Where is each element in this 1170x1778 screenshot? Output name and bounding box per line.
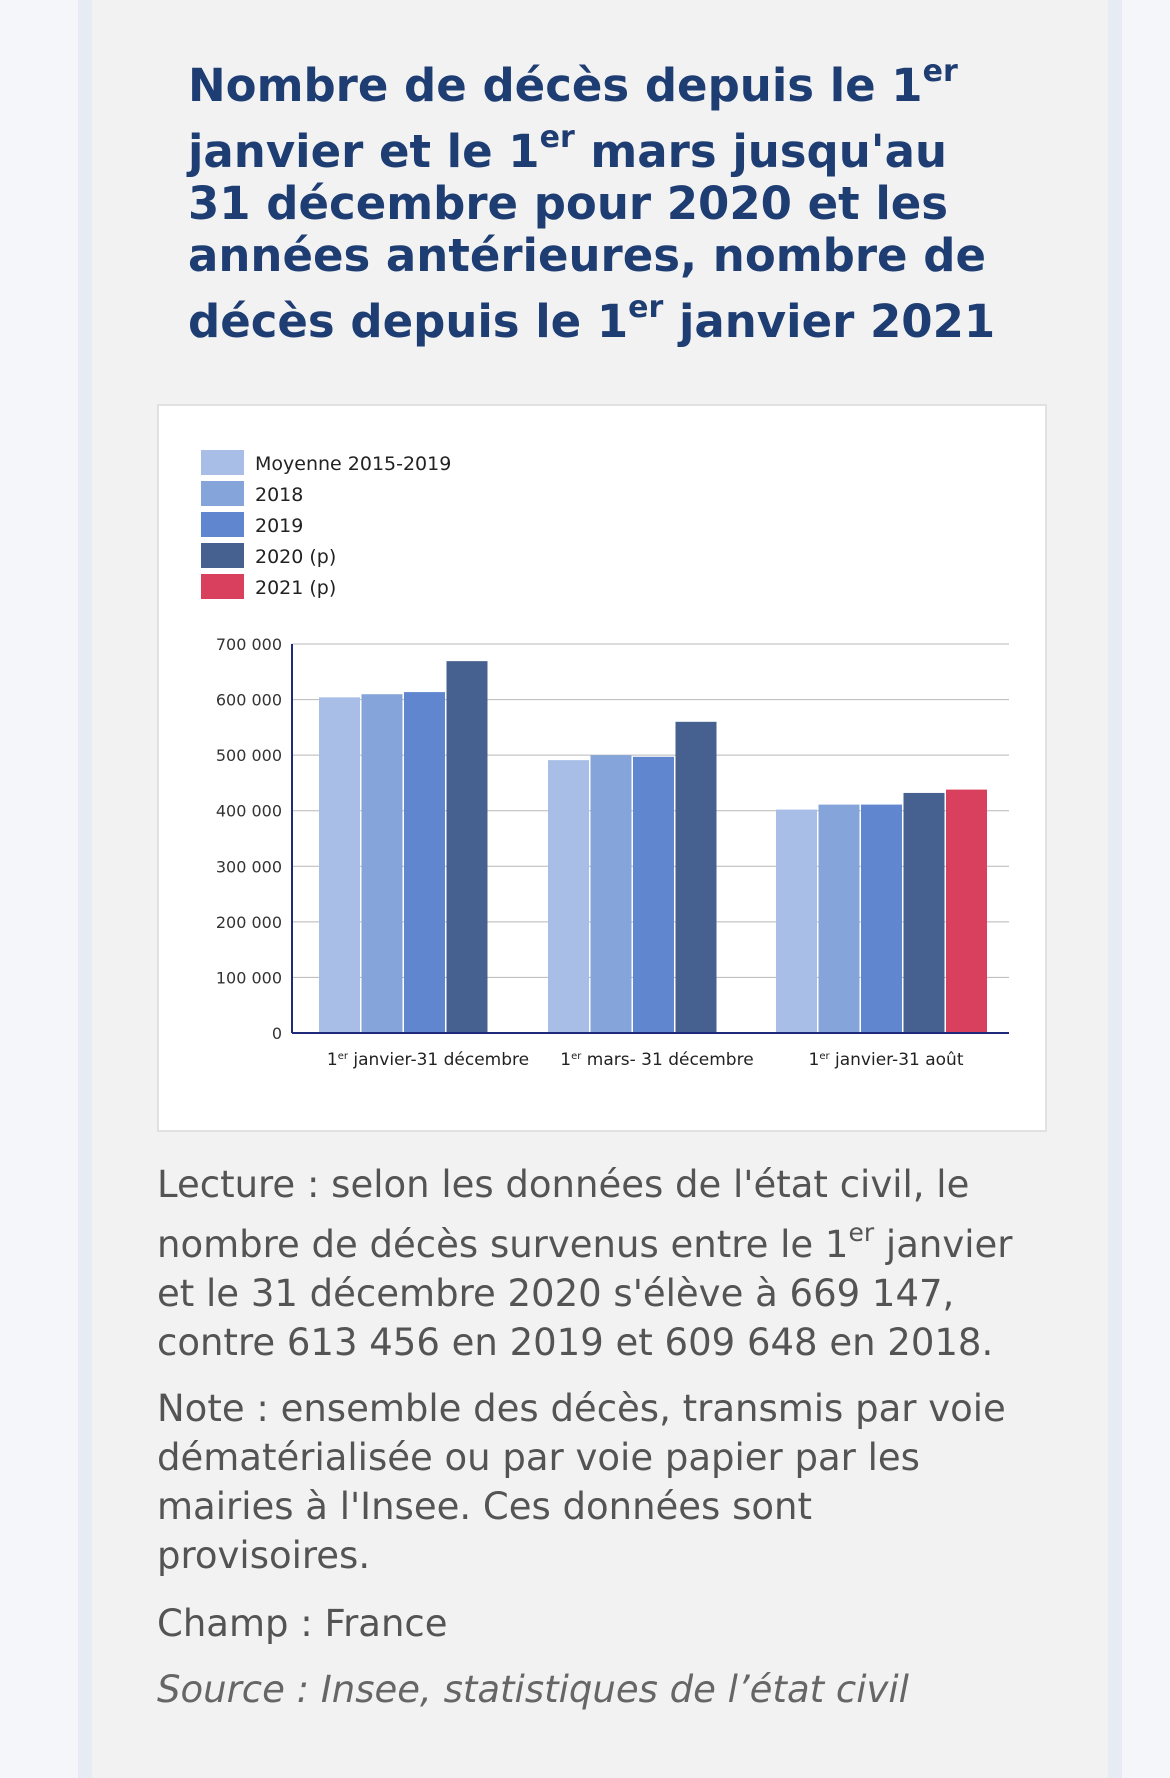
legend-swatch [201, 574, 244, 599]
bar [946, 789, 987, 1033]
y-tick-label: 600 000 [216, 691, 282, 710]
legend-swatch [201, 543, 244, 568]
champ-text: Champ : France [157, 1599, 1057, 1648]
lecture-line: Lecture : selon les données de l'état ci… [157, 1163, 970, 1206]
note-paragraph: Note : ensemble des décès, transmis par … [157, 1384, 1057, 1580]
legend-label: 2018 [255, 484, 303, 506]
right-border-band [1108, 0, 1122, 1778]
note-line: dématérialisée ou par voie papier par le… [157, 1436, 920, 1479]
y-tick-label: 500 000 [216, 746, 282, 765]
source-text: Source : Insee, statistiques de l’état c… [157, 1665, 1057, 1714]
chart-frame: Moyenne 2015-2019 2018 2019 2020 (p) 2021 (p… [157, 404, 1047, 1132]
x-tick-labels: 1er janvier-31 décembre 1er mars- 31 déce… [327, 1050, 964, 1070]
bar [404, 692, 445, 1033]
title-line: 31 décembre pour 2020 et les [188, 177, 949, 230]
y-tick-label: 0 [272, 1024, 282, 1043]
source-line: Source : Insee, statistiques de l’état c… [157, 1668, 909, 1711]
chart-title: Nombre de décès depuis le 1er janvier et… [188, 54, 1038, 348]
y-tick-label: 400 000 [216, 802, 282, 821]
lecture-line: et le 31 décembre 2020 s'élève à 669 147… [157, 1272, 955, 1315]
title-line: décès depuis le 1er janvier 2021 [188, 290, 996, 348]
left-border-band [78, 0, 92, 1778]
bar [776, 809, 817, 1033]
bar [548, 760, 589, 1033]
legend-label: 2021 (p) [255, 577, 336, 599]
y-tick-label: 700 000 [216, 635, 282, 654]
bar [675, 721, 717, 1033]
x-tick-label: 1er janvier-31 août [809, 1050, 964, 1070]
left-margin [0, 0, 78, 1778]
axes [291, 644, 1009, 1034]
bar-chart: Moyenne 2015-2019 2018 2019 2020 (p) 2021 (p… [201, 450, 1009, 1070]
y-tick-label: 300 000 [216, 857, 282, 876]
bar [633, 756, 674, 1033]
title-line: années antérieures, nombre de [188, 229, 986, 282]
bar [590, 755, 632, 1033]
legend: Moyenne 2015-2019 2018 2019 2020 (p) 2021 (p… [201, 450, 451, 599]
chart-card: Nombre de décès depuis le 1er janvier et… [92, 0, 1108, 1778]
lecture-line: contre 613 456 en 2019 et 609 648 en 201… [157, 1321, 994, 1364]
title-line: Nombre de décès depuis le 1er [188, 54, 958, 112]
note-line: mairies à l'Insee. Ces données sont [157, 1485, 812, 1528]
bar [861, 804, 902, 1033]
legend-swatch [201, 450, 244, 475]
legend-swatch [201, 481, 244, 506]
x-tick-label: 1er mars- 31 décembre [560, 1050, 753, 1070]
lecture-paragraph: Lecture : selon les données de l'état ci… [157, 1160, 1057, 1367]
bar [361, 694, 403, 1033]
title-line: janvier et le 1er mars jusqu'au [188, 120, 947, 178]
legend-label: Moyenne 2015-2019 [255, 453, 451, 475]
bar [446, 661, 488, 1033]
legend-swatch [201, 512, 244, 537]
y-tick-labels: 0 100 000 200 000 300 000 400 000 500 000 600 … [216, 635, 282, 1043]
y-tick-label: 200 000 [216, 913, 282, 932]
bars [319, 661, 987, 1033]
note-line: provisoires. [157, 1534, 371, 1577]
lecture-line: nombre de décès survenus entre le 1er ja… [157, 1217, 1013, 1266]
legend-label: 2019 [255, 515, 303, 537]
y-tick-label: 100 000 [216, 968, 282, 987]
bar [903, 792, 945, 1033]
bar [818, 804, 860, 1033]
bar [319, 697, 360, 1033]
legend-label: 2020 (p) [255, 546, 336, 568]
note-line: Note : ensemble des décès, transmis par … [157, 1387, 1006, 1430]
x-tick-label: 1er janvier-31 décembre [327, 1050, 529, 1070]
champ-line: Champ : France [157, 1602, 448, 1645]
